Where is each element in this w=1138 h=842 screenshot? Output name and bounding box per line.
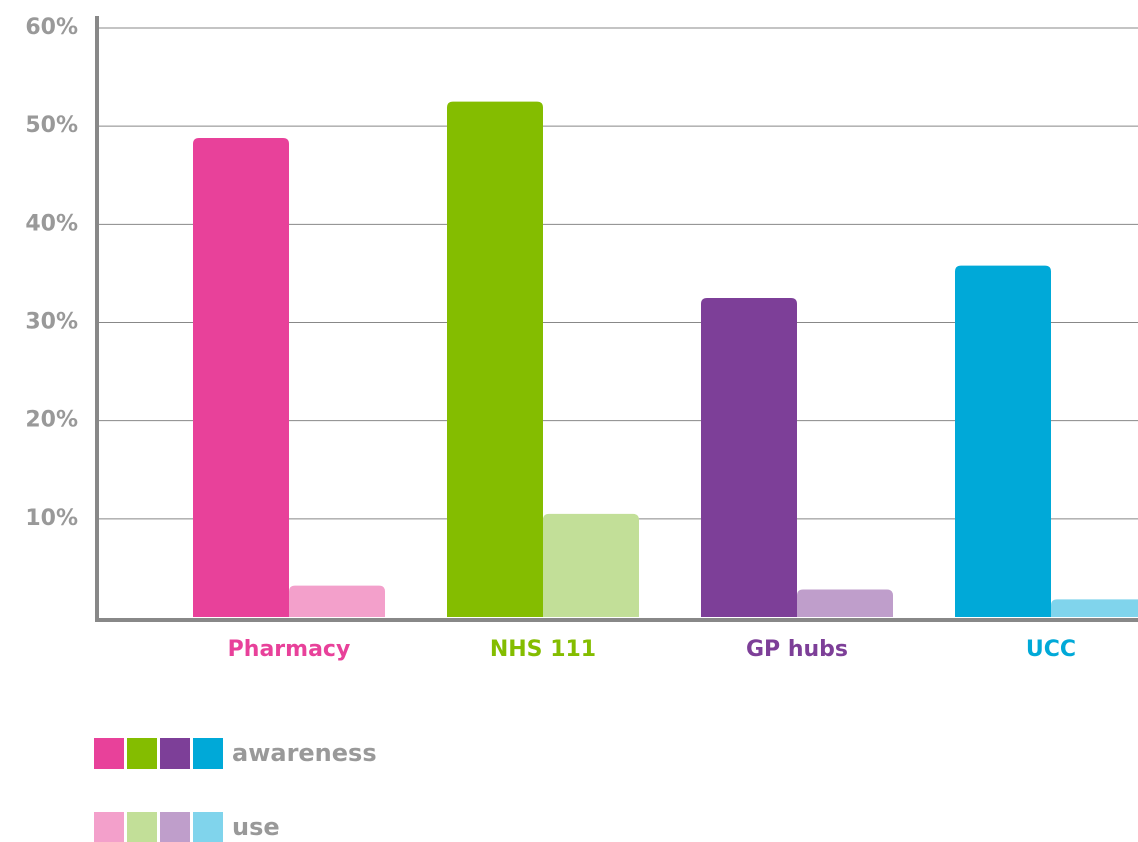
- legend-swatch: [127, 812, 157, 842]
- x-tick-label: UCC: [1026, 637, 1076, 662]
- bar: [955, 265, 1051, 617]
- bar: [193, 137, 289, 618]
- legend-label: use: [232, 813, 280, 841]
- y-tick-label: 20%: [25, 408, 78, 433]
- legend-swatch: [94, 738, 124, 769]
- x-tick-label: Pharmacy: [228, 637, 351, 662]
- legend-swatch: [193, 812, 223, 842]
- y-tick-label: 50%: [25, 113, 78, 138]
- x-tick-label: GP hubs: [746, 637, 848, 662]
- bar: [701, 297, 797, 617]
- y-tick-label: 10%: [25, 506, 78, 531]
- bar: [1051, 599, 1138, 617]
- y-tick-label: 60%: [25, 15, 78, 40]
- bar: [447, 101, 543, 617]
- legend-swatch: [160, 812, 190, 842]
- legend-swatch: [127, 738, 157, 769]
- legend-swatch: [193, 738, 223, 769]
- legend-label: awareness: [232, 739, 377, 767]
- y-tick-label: 40%: [25, 211, 78, 236]
- legend-swatch: [160, 738, 190, 769]
- bar: [289, 585, 385, 617]
- legend-swatch: [94, 812, 124, 842]
- bar: [543, 513, 639, 617]
- y-tick-label: 30%: [25, 310, 78, 335]
- x-tick-label: NHS 111: [490, 637, 596, 662]
- bar: [797, 589, 893, 617]
